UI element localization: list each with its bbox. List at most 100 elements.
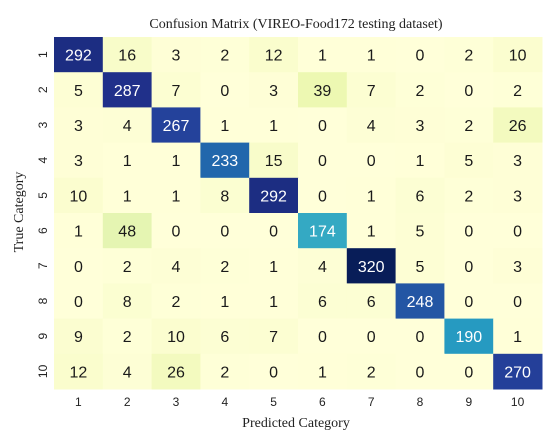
heatmap-cell [102, 353, 153, 390]
heatmap-cell [151, 248, 201, 284]
cell-value-label: 0 [220, 83, 229, 100]
cell-value-label: 7 [172, 83, 181, 100]
heatmap-cell [346, 72, 397, 108]
cell-value-label: 4 [172, 259, 181, 276]
cell-value-label: 8 [123, 294, 132, 311]
heatmap-cell [200, 353, 250, 390]
cell-value-label: 0 [416, 364, 425, 381]
heatmap-cell [102, 318, 153, 355]
heatmap-cell [395, 72, 445, 108]
y-tick-label: 9 [36, 333, 50, 340]
heatmap-cell [444, 72, 494, 108]
heatmap-cell [444, 177, 494, 214]
heatmap-cell [54, 353, 104, 390]
cell-value-label: 0 [464, 83, 473, 100]
heatmap-cell [54, 283, 104, 320]
heatmap-cell [493, 283, 543, 320]
cell-value-label: 1 [172, 188, 181, 205]
cell-value-label: 39 [314, 83, 332, 100]
cell-value-label: 1 [220, 118, 229, 135]
cell-value-label: 15 [265, 153, 283, 170]
y-tick-label: 5 [36, 192, 50, 199]
heatmap-cell [151, 107, 201, 144]
heatmap-cell [395, 248, 445, 284]
cell-value-label: 1 [269, 259, 278, 276]
heatmap-cell [249, 248, 299, 284]
heatmap-cell [249, 72, 299, 108]
cell-value-label: 0 [513, 224, 522, 241]
heatmap-cell [200, 107, 250, 144]
cell-value-label: 0 [318, 153, 327, 170]
heatmap-cell [102, 107, 153, 144]
heatmap-cell [200, 248, 250, 284]
cell-value-label: 3 [172, 48, 181, 65]
cell-value-label: 1 [220, 294, 229, 311]
cell-value-label: 2 [513, 83, 522, 100]
cell-value-label: 0 [318, 329, 327, 346]
cell-value-label: 3 [416, 118, 425, 135]
x-tick-label: 10 [511, 395, 525, 409]
cell-value-label: 190 [455, 329, 482, 346]
heatmap-cell [395, 107, 445, 144]
cell-value-label: 4 [123, 118, 132, 135]
heatmap-cell [249, 283, 299, 320]
y-axis-label: True Category [12, 172, 27, 253]
heatmap-cell [298, 107, 348, 144]
heatmap-cell [200, 37, 250, 73]
y-tick-label: 6 [36, 227, 50, 234]
cell-value-label: 2 [464, 118, 473, 135]
cell-value-label: 270 [504, 364, 531, 381]
y-tick-label: 1 [36, 51, 50, 58]
cell-value-label: 3 [74, 153, 83, 170]
heatmap-cell [346, 318, 397, 355]
heatmap-cell [444, 213, 494, 249]
cell-value-label: 320 [358, 259, 385, 276]
cell-value-label: 10 [167, 329, 185, 346]
cell-value-label: 1 [123, 188, 132, 205]
cell-value-label: 2 [220, 48, 229, 65]
heatmap-cell [249, 213, 299, 249]
heatmap-cell [54, 107, 104, 144]
heatmap-cell [54, 37, 104, 73]
cell-value-label: 12 [70, 364, 88, 381]
heatmap-cell [493, 318, 543, 355]
cell-value-label: 1 [367, 188, 376, 205]
cell-value-label: 5 [464, 153, 473, 170]
cell-value-label: 1 [367, 224, 376, 241]
y-tick-label: 4 [36, 157, 50, 164]
heatmap-cell [102, 142, 153, 179]
y-tick-label: 3 [36, 121, 50, 128]
cell-value-label: 1 [172, 153, 181, 170]
x-tick-label: 6 [319, 395, 326, 409]
cell-value-label: 0 [464, 224, 473, 241]
x-tick-label: 7 [368, 395, 375, 409]
x-tick-label: 8 [417, 395, 424, 409]
cell-value-label: 0 [318, 118, 327, 135]
x-tick-labels: 1 2 3 4 5 6 7 8 9 10 [75, 395, 525, 409]
heatmap-cell [444, 248, 494, 284]
y-tick-label: 2 [36, 86, 50, 93]
heatmap-cell [346, 283, 397, 320]
heatmap-cell [200, 318, 250, 355]
x-tick-label: 3 [173, 395, 180, 409]
cell-value-label: 8 [220, 188, 229, 205]
cell-value-label: 5 [74, 83, 83, 100]
x-tick-label: 5 [270, 395, 277, 409]
cell-value-label: 5 [416, 259, 425, 276]
heatmap-cell [444, 318, 494, 355]
heatmap-cell [395, 353, 445, 390]
heatmap-cell [249, 107, 299, 144]
heatmap-cell [200, 283, 250, 320]
heatmap-cell [151, 72, 201, 108]
cell-value-label: 292 [65, 48, 92, 65]
x-axis-label: Predicted Category [242, 416, 350, 431]
heatmap-cell [102, 248, 153, 284]
heatmap-cell [54, 318, 104, 355]
cell-value-label: 3 [513, 188, 522, 205]
heatmap-cell [493, 142, 543, 179]
cell-value-label: 0 [318, 188, 327, 205]
cell-value-label: 287 [114, 83, 141, 100]
cell-value-label: 9 [74, 329, 83, 346]
cell-value-label: 1 [123, 153, 132, 170]
